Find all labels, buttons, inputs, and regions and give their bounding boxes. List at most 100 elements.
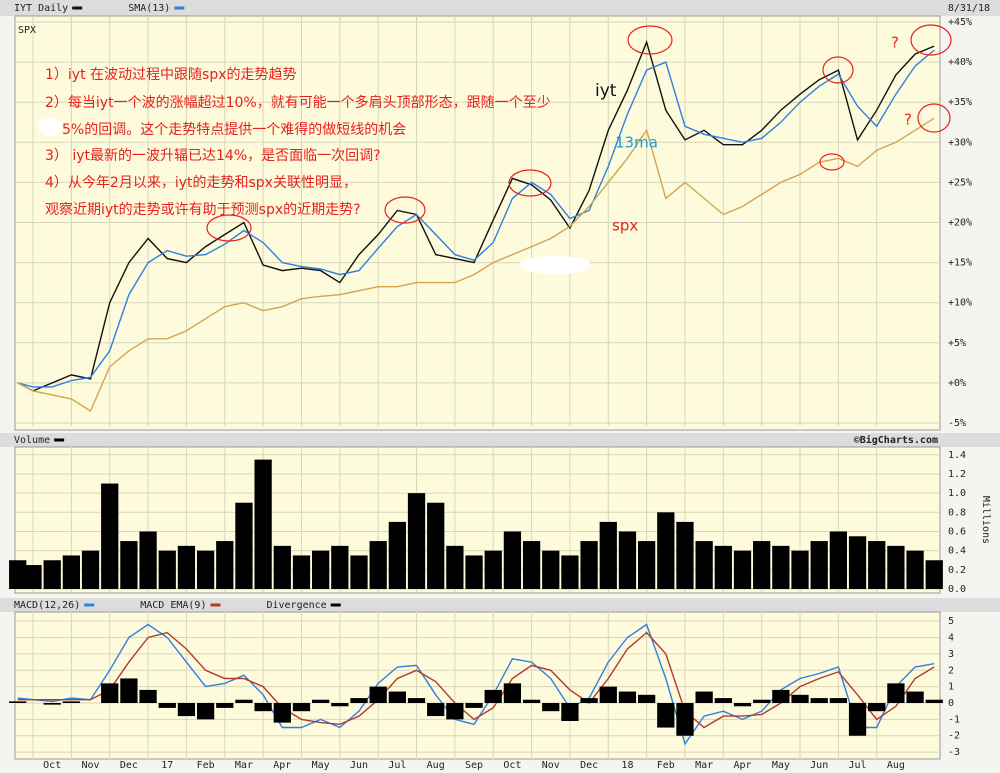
bar [906, 691, 924, 703]
y-tick-label: -3 [948, 747, 960, 758]
x-tick-label: Dec [580, 760, 598, 771]
legend-label: MACD(12,26) [14, 600, 80, 611]
bar [580, 698, 598, 703]
bar [542, 550, 560, 589]
bar [542, 703, 560, 712]
bar [331, 703, 349, 707]
highlight-circles [206, 24, 952, 242]
bar [273, 545, 291, 589]
bar [254, 459, 272, 589]
bar [196, 703, 215, 720]
y-tick-label: +30% [948, 137, 972, 148]
bar [216, 541, 234, 589]
bar [733, 703, 752, 707]
marks [9, 39, 943, 746]
y-tick-label: +35% [948, 97, 972, 108]
bar [446, 545, 464, 589]
bar [43, 560, 61, 589]
y-tick-label: +15% [948, 258, 972, 269]
x-tick-label: Apr [273, 760, 291, 771]
bar [369, 686, 387, 703]
y-tick-label: 5 [948, 616, 954, 627]
bar [618, 691, 637, 703]
bar [925, 560, 943, 589]
bar [273, 703, 291, 723]
bar [388, 521, 406, 589]
bar [292, 703, 311, 712]
bar [407, 698, 426, 703]
x-tick-label: Jun [350, 760, 368, 771]
header-bar [0, 433, 1000, 447]
y-tick-label: 0.0 [948, 584, 966, 595]
y-tick-label: +45% [948, 17, 972, 28]
bar [350, 555, 368, 589]
bar [925, 699, 943, 703]
bar [906, 550, 924, 589]
y-axis-label: Millions [980, 496, 991, 544]
bar [158, 550, 176, 589]
annotation: 观察近期iyt的走势或许有助于预测spx的近期走势? [45, 201, 361, 218]
bar [407, 493, 426, 589]
y-tick-label: 1.4 [948, 450, 966, 461]
x-tick-label: Nov [82, 760, 100, 771]
bar [235, 502, 253, 589]
legend-label: MACD EMA(9) [140, 600, 206, 611]
annotation: 4）从今年2月以来，iyt的走势和spx关联性明显， [45, 175, 357, 191]
bar [235, 699, 253, 703]
series-line [17, 39, 935, 392]
x-tick-label: Feb [197, 760, 215, 771]
circle [917, 103, 951, 133]
bar [465, 703, 483, 708]
bar [753, 541, 771, 589]
header-bar [0, 0, 1000, 16]
bar [868, 703, 886, 712]
bar [9, 701, 27, 703]
bar [101, 683, 119, 703]
chart-label: iyt [595, 81, 617, 101]
bar [657, 512, 675, 589]
y-tick-label: -5% [948, 418, 966, 429]
bar [753, 699, 771, 703]
bar [62, 701, 81, 703]
x-tick-label: Jun [810, 760, 828, 771]
y-tick-label: +0% [948, 378, 966, 389]
bar [599, 686, 617, 703]
bar [24, 565, 42, 589]
bar [196, 550, 215, 589]
y-tick-label: 3 [948, 649, 954, 660]
bar [848, 703, 867, 736]
bar [676, 521, 694, 589]
y-tick-label: +25% [948, 177, 972, 188]
bar [561, 555, 579, 589]
circle [508, 169, 552, 197]
x-tick-label: May [772, 760, 790, 771]
bar [350, 698, 368, 703]
x-tick-label: Jul [388, 760, 406, 771]
x-tick-label: Sep [465, 760, 483, 771]
bar [599, 521, 617, 589]
bar [216, 703, 234, 708]
annotation: 1）iyt 在波动过程中跟随spx的走势趋势 [45, 67, 297, 83]
circle [627, 25, 673, 55]
y-tick-label: +10% [948, 298, 972, 309]
y-tick-label: 0 [948, 698, 954, 709]
bar [427, 502, 445, 589]
series-line [17, 117, 935, 413]
annotation: 5%的回调。这个走势特点提供一个难得的做短线的机会 [62, 121, 406, 138]
bar [772, 689, 790, 703]
bar [522, 541, 541, 589]
circle [910, 24, 952, 56]
y-tick-label: -2 [948, 731, 960, 742]
header-bar [0, 598, 1000, 612]
bar [388, 691, 406, 703]
bar [714, 545, 732, 589]
bar [254, 703, 272, 712]
bar [810, 698, 828, 703]
plot-area [14, 611, 941, 760]
y-tick-label: -1 [948, 714, 960, 725]
bar [101, 483, 119, 589]
x-tick-label: 17 [161, 760, 173, 771]
circle [384, 196, 426, 224]
annotation: 3） iyt最新的一波升辐已达14%，是否面临一次回调? [45, 148, 381, 164]
